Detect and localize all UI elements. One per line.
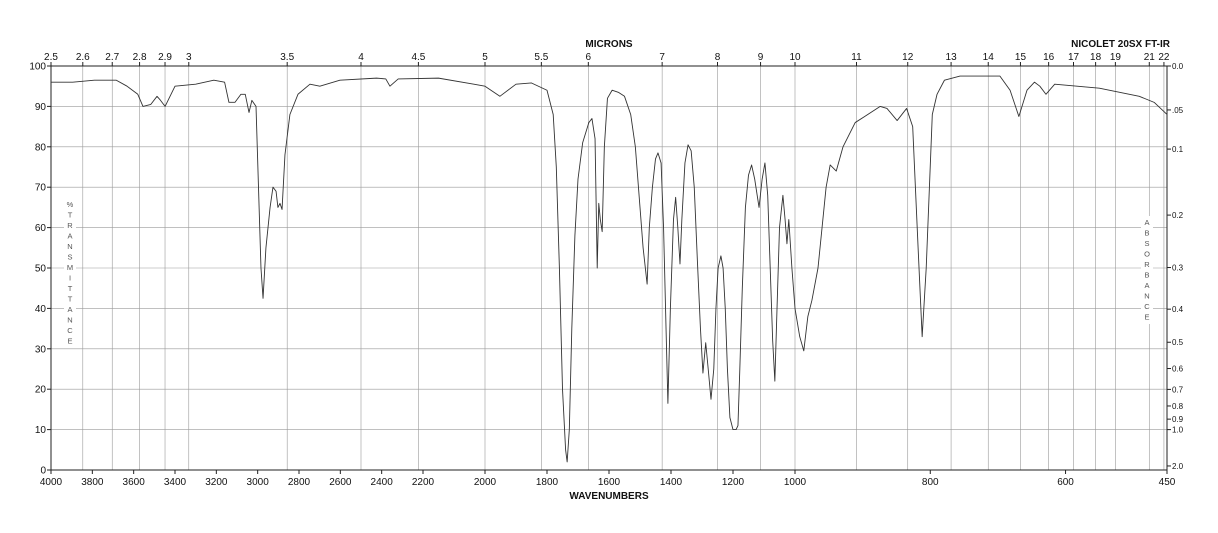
top-axis-label: MICRONS xyxy=(585,39,633,50)
micron-tick-label: 2.6 xyxy=(76,52,90,63)
y2-tick-label: 2.0 xyxy=(1172,462,1184,471)
micron-tick-label: 16 xyxy=(1043,52,1055,63)
x-tick-label: 3800 xyxy=(81,477,104,488)
x-tick-label: 3200 xyxy=(205,477,228,488)
micron-tick-label: 2.8 xyxy=(133,52,147,63)
micron-tick-label: 18 xyxy=(1090,52,1102,63)
y-tick-label: 0 xyxy=(40,466,46,477)
micron-tick-label: 12 xyxy=(902,52,914,63)
micron-tick-label: 21 xyxy=(1144,52,1156,63)
label-backdrop xyxy=(64,198,76,346)
y2-tick-label: 0.8 xyxy=(1172,402,1184,411)
y2-tick-label: 0.6 xyxy=(1172,365,1184,374)
y-axis-label: %TRANSMITTANCE xyxy=(66,200,75,347)
x-tick-label: 3000 xyxy=(247,477,270,488)
x-tick-label: 2600 xyxy=(329,477,352,488)
micron-tick-label: 2.7 xyxy=(105,52,119,63)
micron-tick-label: 9 xyxy=(758,52,764,63)
x-tick-label: 3400 xyxy=(164,477,187,488)
x-tick-label: 1200 xyxy=(722,477,745,488)
micron-tick-label: 2.9 xyxy=(158,52,172,63)
x-tick-label: 600 xyxy=(1057,477,1074,488)
y-tick-label: 100 xyxy=(29,62,46,73)
y2-tick-label: 0.3 xyxy=(1172,264,1184,273)
y2-tick-label: 0.1 xyxy=(1172,145,1184,154)
x-tick-label: 1400 xyxy=(660,477,683,488)
x-tick-label: 2400 xyxy=(371,477,394,488)
y2-tick-label: 0.2 xyxy=(1172,211,1184,220)
micron-tick-label: 4 xyxy=(358,52,364,63)
micron-tick-label: 7 xyxy=(659,52,665,63)
micron-tick-label: 15 xyxy=(1015,52,1027,63)
y-tick-label: 10 xyxy=(35,425,47,436)
y-tick-label: 30 xyxy=(35,344,47,355)
micron-tick-label: 10 xyxy=(789,52,801,63)
y-tick-label: 50 xyxy=(35,264,47,275)
micron-tick-label: 8 xyxy=(715,52,721,63)
y2-tick-label: 0.4 xyxy=(1172,305,1184,314)
micron-tick-label: 5 xyxy=(482,52,488,63)
micron-tick-label: 6 xyxy=(586,52,592,63)
label-backdrop xyxy=(1141,216,1153,324)
y-tick-label: 60 xyxy=(35,223,47,234)
micron-tick-label: 19 xyxy=(1110,52,1122,63)
y2-tick-label: 0.7 xyxy=(1172,385,1184,394)
micron-tick-label: 5.5 xyxy=(534,52,548,63)
y2-tick-label: 0.0 xyxy=(1172,62,1184,71)
x-tick-label: 4000 xyxy=(40,477,63,488)
y-tick-label: 70 xyxy=(35,183,47,194)
micron-tick-label: 14 xyxy=(983,52,995,63)
y2-tick-label: 0.5 xyxy=(1172,338,1184,347)
micron-tick-label: 11 xyxy=(851,52,862,63)
micron-tick-label: 17 xyxy=(1068,52,1080,63)
x-tick-label: 3600 xyxy=(123,477,146,488)
y-tick-label: 80 xyxy=(35,142,47,153)
y2-tick-label: .05 xyxy=(1172,106,1184,115)
y-tick-label: 40 xyxy=(35,304,47,315)
x-tick-label: 2800 xyxy=(288,477,311,488)
micron-tick-label: 13 xyxy=(946,52,958,63)
x-tick-label: 2200 xyxy=(412,477,435,488)
y2-tick-label: 1.0 xyxy=(1172,426,1184,435)
x-tick-label: 800 xyxy=(922,477,939,488)
y-tick-label: 20 xyxy=(35,385,47,396)
x-tick-label: 450 xyxy=(1159,477,1176,488)
micron-tick-label: 3.5 xyxy=(280,52,294,63)
x-axis-label: WAVENUMBERS xyxy=(569,491,649,502)
x-tick-label: 2000 xyxy=(474,477,497,488)
x-tick-label: 1800 xyxy=(536,477,559,488)
x-tick-label: 1000 xyxy=(784,477,807,488)
micron-tick-label: 3 xyxy=(186,52,192,63)
y2-tick-label: 0.9 xyxy=(1172,415,1184,424)
x-tick-label: 1600 xyxy=(598,477,621,488)
chart-title: NICOLET 20SX FT-IR xyxy=(1071,39,1171,50)
micron-tick-label: 22 xyxy=(1158,52,1170,63)
y-tick-label: 90 xyxy=(35,102,47,113)
micron-tick-label: 4.5 xyxy=(411,52,425,63)
y2-axis-label: ABSORBANCE xyxy=(1143,218,1152,323)
spectrum-line xyxy=(51,75,1168,463)
micron-tick-label: 2.5 xyxy=(44,52,58,63)
